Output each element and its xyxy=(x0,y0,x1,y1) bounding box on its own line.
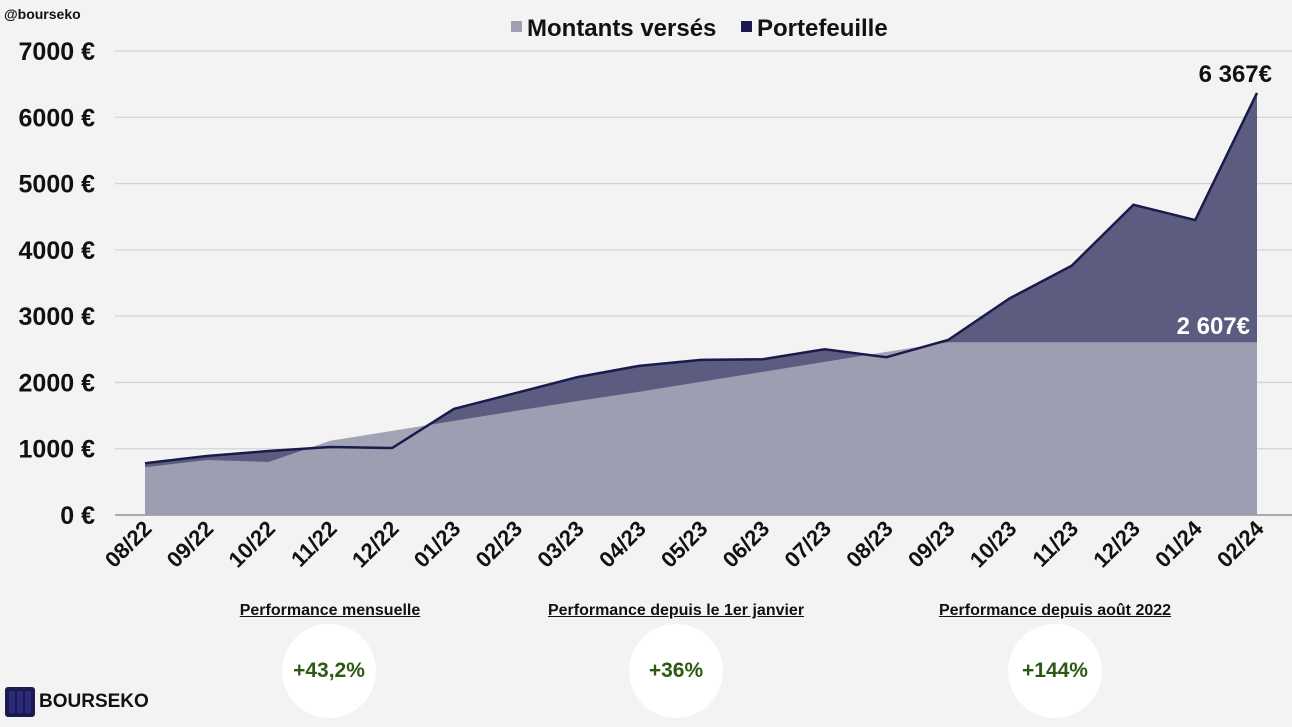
x-tick-label: 07/23 xyxy=(779,516,836,573)
perf-monthly-value: +43,2% xyxy=(282,624,376,718)
y-tick-label: 7000 € xyxy=(19,38,96,66)
perf-monthly-title: Performance mensuelle xyxy=(239,602,421,619)
perf-ytd-value: +36% xyxy=(629,624,723,718)
verses-last-label: 2 607€ xyxy=(1177,313,1250,340)
y-tick-label: 0 € xyxy=(60,502,95,530)
x-tick-label: 09/22 xyxy=(162,516,219,573)
x-tick-label: 06/23 xyxy=(718,516,775,573)
legend-swatch-montants xyxy=(511,21,522,32)
y-tick-label: 5000 € xyxy=(19,171,96,199)
portefeuille-last-label: 6 367€ xyxy=(1199,61,1272,88)
handle-label: @bourseko xyxy=(4,6,81,22)
legend-label-portefeuille: Portefeuille xyxy=(757,15,888,42)
brand-logo: BOURSEKO xyxy=(5,687,149,717)
y-tick-label: 6000 € xyxy=(19,104,96,132)
perf-total-value: +144% xyxy=(1008,624,1102,718)
x-tick-label: 03/23 xyxy=(532,516,589,573)
y-tick-label: 3000 € xyxy=(19,303,96,331)
x-tick-label: 02/23 xyxy=(471,516,528,573)
legend-swatch-portefeuille xyxy=(741,21,752,32)
y-tick-label: 2000 € xyxy=(19,369,96,397)
x-tick-label: 08/22 xyxy=(100,516,157,573)
x-tick-label: 11/22 xyxy=(286,516,342,572)
y-tick-label: 1000 € xyxy=(19,436,96,464)
area-chart: 0 € 1000 € 2000 € 3000 € 4000 € 5000 € 6000 € 7… xyxy=(19,15,1292,573)
x-tick-label: 12/23 xyxy=(1088,516,1145,573)
x-tick-label: 11/23 xyxy=(1027,516,1083,572)
logo-icon xyxy=(5,687,35,717)
perf-total-title: Performance depuis août 2022 xyxy=(938,602,1172,619)
x-tick-label: 02/24 xyxy=(1212,515,1269,572)
x-tick-label: 05/23 xyxy=(656,516,713,573)
legend-label-montants: Montants versés xyxy=(527,15,716,42)
x-tick-label: 04/23 xyxy=(594,516,651,573)
x-tick-label: 12/22 xyxy=(347,516,404,573)
x-tick-label: 01/24 xyxy=(1150,515,1207,572)
perf-ytd-title: Performance depuis le 1er janvier xyxy=(547,602,805,619)
brand-name: BOURSEKO xyxy=(39,691,149,712)
montants-verses-area xyxy=(145,342,1257,515)
x-tick-label: 08/23 xyxy=(841,516,898,573)
x-tick-label: 09/23 xyxy=(903,516,960,573)
x-tick-label: 10/23 xyxy=(965,516,1022,573)
x-tick-label: 10/22 xyxy=(223,516,280,573)
y-tick-label: 4000 € xyxy=(19,237,96,265)
portefeuille-line xyxy=(144,92,1259,465)
x-tick-label: 01/23 xyxy=(409,516,466,573)
